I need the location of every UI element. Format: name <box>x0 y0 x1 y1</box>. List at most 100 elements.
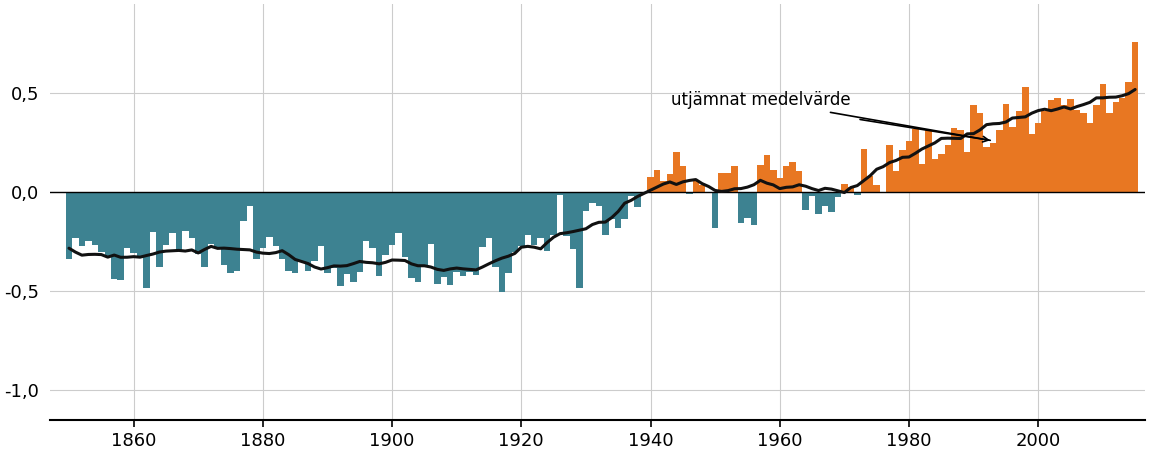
Bar <box>1126 82 1132 192</box>
Bar <box>149 192 156 232</box>
Bar <box>240 192 247 221</box>
Bar <box>279 192 285 259</box>
Bar <box>1023 87 1028 192</box>
Bar <box>925 130 932 192</box>
Bar <box>563 192 570 236</box>
Bar <box>65 192 72 259</box>
Bar <box>247 192 253 206</box>
Bar <box>1106 113 1112 192</box>
Bar <box>996 130 1003 192</box>
Bar <box>1016 110 1023 192</box>
Bar <box>848 187 854 192</box>
Bar <box>822 192 828 206</box>
Bar <box>615 192 622 227</box>
Bar <box>1093 105 1100 192</box>
Bar <box>531 192 538 245</box>
Bar <box>499 192 506 292</box>
Bar <box>253 192 260 259</box>
Bar <box>570 192 576 249</box>
Bar <box>834 192 841 197</box>
Bar <box>893 171 900 192</box>
Bar <box>666 174 673 192</box>
Bar <box>854 192 861 195</box>
Bar <box>324 192 331 273</box>
Bar <box>434 192 440 284</box>
Bar <box>984 147 989 192</box>
Bar <box>1028 133 1035 192</box>
Bar <box>583 192 589 211</box>
Bar <box>415 192 422 281</box>
Bar <box>867 176 873 192</box>
Bar <box>1132 42 1139 192</box>
Bar <box>1003 104 1009 192</box>
Bar <box>1087 123 1093 192</box>
Bar <box>971 105 977 192</box>
Bar <box>609 192 615 219</box>
Bar <box>117 192 124 280</box>
Bar <box>130 192 137 253</box>
Bar <box>292 192 299 273</box>
Bar <box>951 128 957 192</box>
Bar <box>919 163 925 192</box>
Bar <box>1100 84 1106 192</box>
Bar <box>370 192 376 248</box>
Bar <box>447 192 454 285</box>
Bar <box>124 192 130 248</box>
Bar <box>85 192 92 241</box>
Bar <box>78 192 85 246</box>
Bar <box>156 192 163 267</box>
Bar <box>912 129 919 192</box>
Bar <box>828 192 834 212</box>
Bar <box>712 192 718 228</box>
Bar <box>679 166 686 192</box>
Bar <box>738 192 745 222</box>
Bar <box>1061 104 1067 192</box>
Bar <box>1041 111 1048 192</box>
Bar <box>977 113 984 192</box>
Bar <box>816 192 822 214</box>
Bar <box>647 177 654 192</box>
Bar <box>627 192 634 196</box>
Bar <box>337 192 344 286</box>
Bar <box>233 192 240 271</box>
Bar <box>376 192 383 276</box>
Bar <box>460 192 466 276</box>
Bar <box>344 192 350 275</box>
Bar <box>886 144 893 192</box>
Bar <box>511 192 518 252</box>
Bar <box>454 192 460 272</box>
Bar <box>725 173 731 192</box>
Bar <box>964 152 971 192</box>
Bar <box>228 192 233 273</box>
Bar <box>789 162 796 192</box>
Bar <box>176 192 182 252</box>
Bar <box>350 192 356 282</box>
Bar <box>92 192 98 245</box>
Bar <box>72 192 78 237</box>
Bar <box>272 192 279 246</box>
Bar <box>699 185 705 192</box>
Bar <box>105 192 111 257</box>
Bar <box>215 192 221 248</box>
Bar <box>802 192 809 210</box>
Bar <box>1009 127 1016 192</box>
Bar <box>686 192 693 194</box>
Bar <box>395 192 402 233</box>
Bar <box>195 192 201 254</box>
Bar <box>944 145 951 192</box>
Bar <box>492 192 499 267</box>
Bar <box>1074 109 1080 192</box>
Bar <box>466 192 473 271</box>
Bar <box>745 192 750 218</box>
Bar <box>543 192 550 251</box>
Bar <box>260 192 267 248</box>
Bar <box>402 192 408 257</box>
Bar <box>693 181 699 192</box>
Bar <box>111 192 117 279</box>
Bar <box>861 149 867 192</box>
Bar <box>731 166 738 192</box>
Bar <box>318 192 324 246</box>
Bar <box>182 192 188 231</box>
Bar <box>932 159 938 192</box>
Bar <box>285 192 292 271</box>
